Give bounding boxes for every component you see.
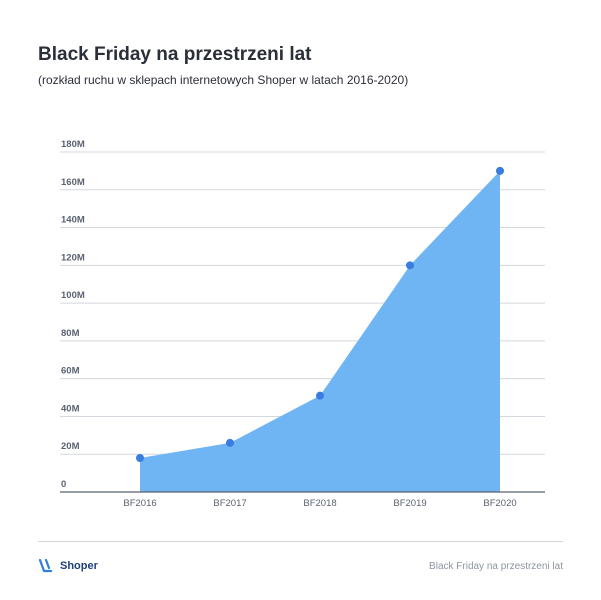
- data-point-bf2020: [496, 166, 504, 175]
- y-tick-label: 40M: [61, 403, 80, 414]
- y-tick-label: 120M: [61, 252, 85, 263]
- x-tick-label: BF2016: [123, 498, 156, 509]
- brand-logo: Shoper: [38, 559, 98, 573]
- data-point-bf2016: [136, 454, 144, 462]
- area-series: [140, 170, 500, 492]
- y-axis-labels: 0 20M 40M 60M 80M 100M 120M 140M 160M 180M: [61, 139, 85, 490]
- y-tick-label: 180M: [61, 139, 85, 150]
- data-point-bf2019: [406, 261, 414, 270]
- chart-title: Black Friday na przestrzeni lat: [38, 44, 312, 65]
- data-point-bf2018: [316, 391, 324, 400]
- x-axis-labels: BF2016 BF2017 BF2018 BF2019 BF2020: [123, 498, 516, 509]
- x-tick-label: BF2018: [303, 498, 336, 509]
- area-fill: [140, 170, 500, 492]
- data-points: [136, 166, 504, 462]
- y-tick-label: 100M: [61, 290, 85, 301]
- y-tick-label: 140M: [61, 215, 85, 226]
- chart-subtitle: (rozkład ruchu w sklepach internetowych …: [38, 73, 409, 87]
- data-point-bf2017: [226, 438, 234, 447]
- y-tick-label: 0: [61, 479, 66, 490]
- y-tick-label: 60M: [61, 366, 80, 377]
- x-tick-label: BF2019: [393, 498, 426, 509]
- y-tick-label: 20M: [61, 441, 80, 452]
- shoper-logo-icon: [38, 559, 53, 573]
- x-tick-label: BF2020: [483, 498, 516, 509]
- footer-divider: [38, 541, 563, 542]
- y-tick-label: 80M: [61, 328, 80, 339]
- brand-name: Shoper: [60, 560, 98, 572]
- footer-caption: Black Friday na przestrzeni lat: [429, 561, 563, 572]
- x-tick-label: BF2017: [213, 498, 246, 509]
- y-tick-label: 160M: [61, 177, 85, 188]
